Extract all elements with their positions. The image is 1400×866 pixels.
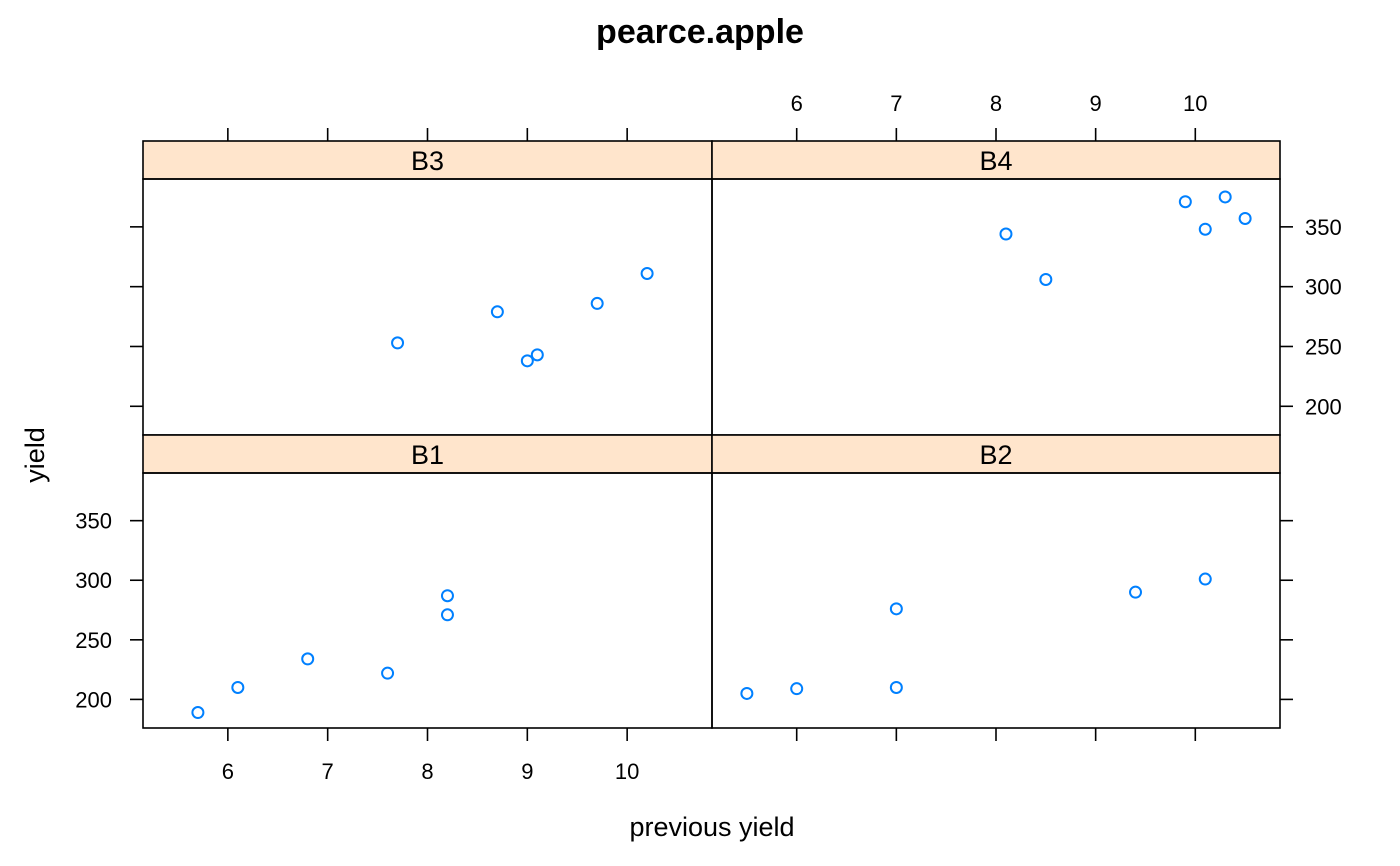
point-b1-2 bbox=[231, 680, 245, 694]
y-tick-label-right-350: 350 bbox=[1305, 215, 1342, 240]
panels-group: B3 B4 B1 B2 6 6 7 7 8 8 9 9 10 10 200 200 250 250 300 300 35… bbox=[75, 91, 1341, 784]
x-tick-label-bottom-6: 6 bbox=[222, 759, 234, 784]
strip-b2 bbox=[711, 434, 1281, 474]
point-b2-1 bbox=[740, 686, 754, 700]
point-b2-6 bbox=[1198, 572, 1212, 586]
panel-frame-b3 bbox=[142, 178, 713, 436]
point-b1-5 bbox=[440, 589, 454, 603]
point-b4-6 bbox=[1238, 211, 1252, 225]
y-tick-label-left-300: 300 bbox=[75, 568, 112, 593]
y-tick-label-right-200: 200 bbox=[1305, 394, 1342, 419]
y-tick-label-left-200: 200 bbox=[75, 687, 112, 712]
point-b3-6 bbox=[640, 267, 654, 281]
point-b1-4 bbox=[381, 666, 395, 680]
x-tick-label-top-10: 10 bbox=[1183, 91, 1207, 116]
point-b4-1 bbox=[999, 227, 1013, 241]
x-tick-label-top-7: 7 bbox=[890, 91, 902, 116]
panel-frame-b1 bbox=[142, 472, 713, 729]
y-axis-label: yield bbox=[20, 427, 50, 483]
strip-label-b4: B4 bbox=[979, 146, 1012, 176]
point-b4-4 bbox=[1198, 222, 1212, 236]
x-axis-label: previous yield bbox=[629, 812, 794, 842]
x-tick-label-top-9: 9 bbox=[1090, 91, 1102, 116]
x-tick-label-top-6: 6 bbox=[791, 91, 803, 116]
point-b3-1 bbox=[391, 336, 405, 350]
strip-label-b3: B3 bbox=[411, 146, 444, 176]
point-b1-6 bbox=[440, 608, 454, 622]
y-tick-label-right-300: 300 bbox=[1305, 275, 1342, 300]
x-tick-label-top-8: 8 bbox=[990, 91, 1002, 116]
point-b4-5 bbox=[1218, 190, 1232, 204]
point-b1-3 bbox=[301, 652, 315, 666]
point-b1-1 bbox=[191, 706, 205, 720]
strip-label-b2: B2 bbox=[979, 440, 1012, 470]
x-tick-label-bottom-10: 10 bbox=[615, 759, 639, 784]
y-tick-label-left-250: 250 bbox=[75, 628, 112, 653]
x-tick-label-bottom-7: 7 bbox=[322, 759, 334, 784]
point-b3-2 bbox=[490, 305, 504, 319]
point-b3-3 bbox=[520, 354, 534, 368]
y-tick-label-right-250: 250 bbox=[1305, 334, 1342, 359]
y-tick-label-left-350: 350 bbox=[75, 509, 112, 534]
point-b2-5 bbox=[1129, 585, 1143, 599]
x-tick-label-bottom-8: 8 bbox=[421, 759, 433, 784]
point-b2-3 bbox=[889, 602, 903, 616]
point-b4-2 bbox=[1039, 272, 1053, 286]
strip-b4 bbox=[711, 140, 1281, 180]
point-b3-4 bbox=[530, 348, 544, 362]
x-tick-label-bottom-9: 9 bbox=[521, 759, 533, 784]
panel-frame-b4 bbox=[711, 178, 1281, 436]
point-b2-4 bbox=[889, 680, 903, 694]
point-b2-2 bbox=[790, 682, 804, 696]
point-b4-3 bbox=[1178, 195, 1192, 209]
strip-label-b1: B1 bbox=[411, 440, 444, 470]
point-b3-5 bbox=[590, 296, 604, 310]
strip-b3 bbox=[142, 140, 713, 180]
panel-frame-b2 bbox=[711, 472, 1281, 729]
chart-title: pearce.apple bbox=[596, 13, 804, 51]
